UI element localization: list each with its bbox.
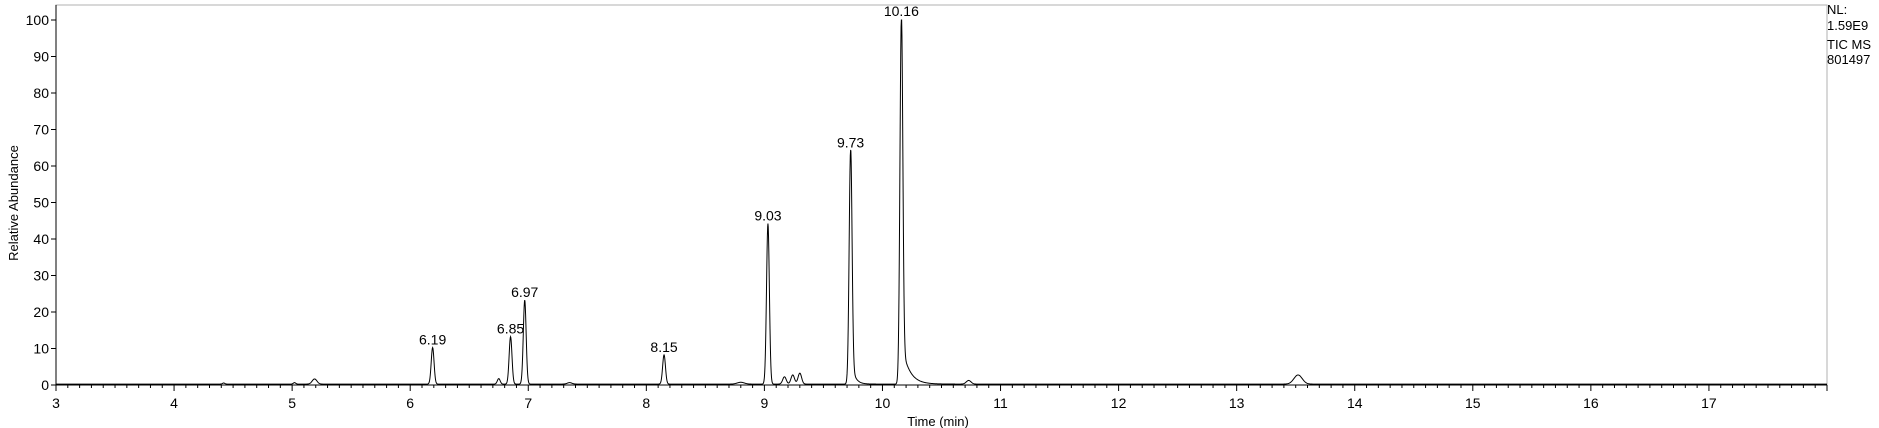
y-axis-label: Relative Abundance [6, 145, 21, 261]
x-tick-label: 3 [52, 395, 60, 411]
y-tick-label: 30 [33, 268, 49, 284]
y-tick-label: 100 [26, 12, 50, 28]
x-axis-label: Time (min) [907, 414, 969, 428]
y-tick-label: 80 [33, 85, 49, 101]
sample-id: 801497 [1827, 52, 1871, 67]
peak-label: 10.16 [884, 3, 919, 19]
y-tick-label: 50 [33, 195, 49, 211]
x-tick-label: 11 [993, 395, 1008, 411]
x-tick-label: 15 [1465, 395, 1481, 411]
x-tick-label: 16 [1583, 395, 1599, 411]
y-tick-label: 0 [41, 377, 49, 393]
x-tick-label: 14 [1347, 395, 1363, 411]
y-axis: 0 10 20 30 40 50 60 70 80 90 100 [26, 5, 57, 393]
y-tick-label: 60 [33, 158, 49, 174]
peak-label: 9.73 [837, 134, 864, 150]
x-tick-label: 10 [875, 395, 891, 411]
x-tick-label: 5 [288, 395, 296, 411]
y-tick-label: 20 [33, 304, 49, 320]
tic-trace [56, 19, 1827, 385]
peak-label: 6.19 [419, 332, 446, 348]
peak-label: 6.97 [511, 284, 538, 300]
normalization-level-label: NL: [1827, 2, 1848, 17]
x-tick-label: 17 [1701, 395, 1717, 411]
y-tick-label: 70 [33, 122, 49, 138]
y-tick-label: 40 [33, 231, 49, 247]
peak-labels: 6.19 6.85 6.97 8.15 9.03 9.73 10.16 [419, 3, 919, 355]
peak-label: 6.85 [497, 321, 524, 337]
x-tick-label: 13 [1229, 395, 1245, 411]
x-tick-label: 4 [170, 395, 178, 411]
peak-label: 9.03 [754, 207, 781, 223]
trace-type: TIC MS [1827, 37, 1872, 52]
x-tick-label: 6 [406, 395, 414, 411]
x-tick-label: 9 [761, 395, 769, 411]
x-tick-label: 8 [642, 395, 650, 411]
peak-label: 8.15 [650, 339, 677, 355]
plot-frame [55, 4, 1828, 386]
x-axis: 3 4 5 6 7 8 9 10 11 12 13 14 15 16 17 [52, 384, 1828, 411]
x-tick-label: 7 [524, 395, 532, 411]
normalization-level-value: 1.59E9 [1827, 18, 1869, 33]
x-tick-label: 12 [1111, 395, 1127, 411]
y-tick-label: 10 [33, 341, 49, 357]
y-tick-label: 90 [33, 49, 49, 65]
